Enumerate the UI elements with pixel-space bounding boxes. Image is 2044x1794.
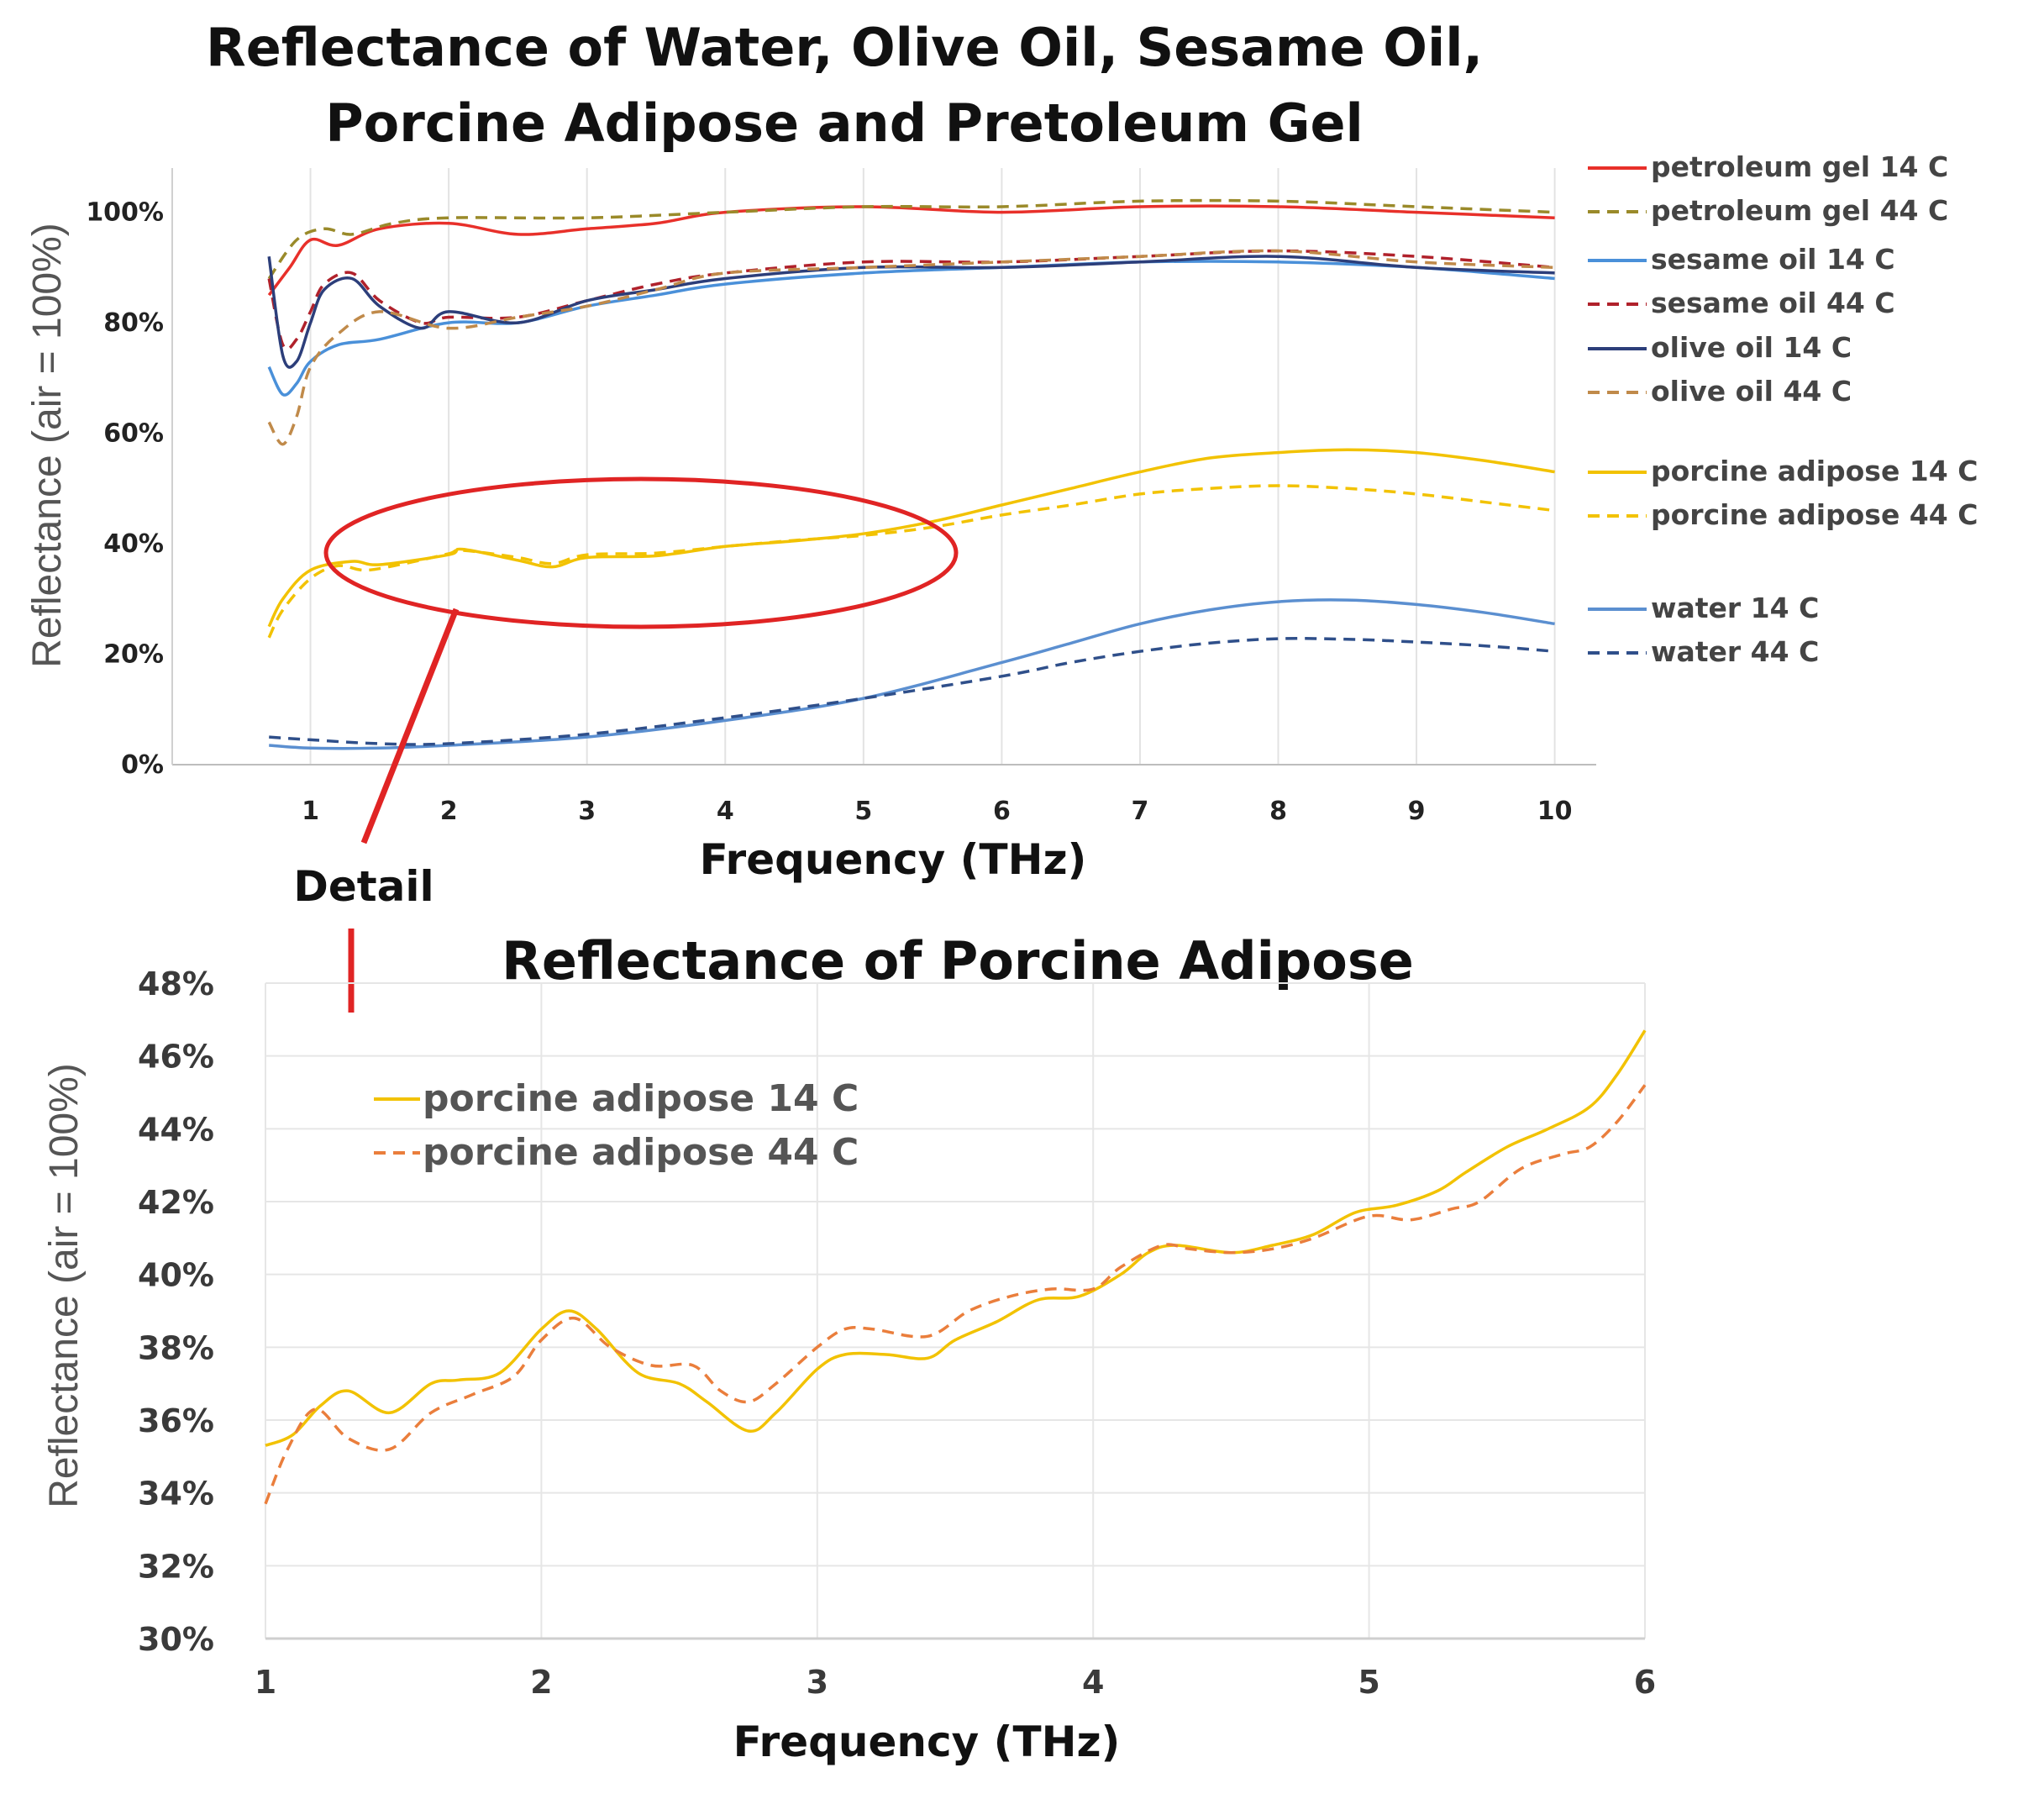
- series-line-petroleum-gel-44-c: [267, 198, 1555, 280]
- legend-label-water-44-c: water 44 C: [1651, 635, 1819, 668]
- top-chart-x-tick-label: 9: [1408, 797, 1426, 826]
- top-chart-x-tick-label: 4: [717, 797, 734, 826]
- bottom-chart-y-tick-label: 48%: [138, 965, 214, 1002]
- top-chart-y-tick-label: 40%: [103, 529, 164, 559]
- top-chart-legend: petroleum gel 14 C petroleum gel 44 C sesa…: [1588, 150, 1978, 668]
- legend-label-porcine-adipose-14-c: porcine adipose 14 C: [1651, 455, 1978, 487]
- series-line-sesame-oil-14-c: [267, 260, 1555, 397]
- top-chart-x-tick-label: 3: [578, 797, 596, 826]
- bottom-chart-y-tick-label: 34%: [138, 1476, 214, 1513]
- legend-label-porcine-adipose-44-c: porcine adipose 44 C: [1651, 498, 1978, 531]
- top-chart-x-tick-label: 10: [1537, 797, 1573, 826]
- top-chart-y-ticks: 0% 20% 40% 60% 80% 100%: [86, 198, 164, 780]
- bottom-chart-legend: porcine adipose 14 C porcine adipose 44 C: [374, 1077, 859, 1174]
- bottom-chart-x-tick-label: 2: [530, 1664, 552, 1701]
- legend-label-sesame-oil-14-c: sesame oil 14 C: [1651, 243, 1895, 276]
- bottom-chart-y-tick-label: 44%: [138, 1111, 214, 1148]
- detail-highlight-ellipse: [323, 476, 959, 629]
- bottom-chart-x-tick-label: 4: [1082, 1664, 1104, 1701]
- top-chart-title-line1: Reflectance of Water, Olive Oil, Sesame …: [206, 17, 1483, 78]
- series-line-water-44-c: [269, 637, 1555, 746]
- legend-label-water-14-c: water 14 C: [1651, 592, 1819, 624]
- top-chart-series: [267, 198, 1555, 750]
- bottom-chart-title: Reflectance of Porcine Adipose: [502, 930, 1414, 992]
- detail-label: Detail: [293, 862, 433, 911]
- bottom-chart-y-tick-label: 46%: [138, 1039, 214, 1076]
- top-chart-x-tick-label: 1: [302, 797, 319, 826]
- series-line-water-14-c: [269, 598, 1555, 750]
- top-chart-y-tick-label: 60%: [103, 419, 164, 449]
- top-chart-x-tick-label: 8: [1269, 797, 1287, 826]
- bottom-chart-y-tick-label: 32%: [138, 1548, 214, 1585]
- legend-label-petroleum-gel-14-c: petroleum gel 14 C: [1651, 150, 1948, 183]
- bottom-chart-y-tick-label: 42%: [138, 1184, 214, 1221]
- bottom-chart-x-tick-label: 3: [807, 1664, 828, 1701]
- top-chart-y-tick-label: 0%: [121, 750, 164, 780]
- legend-label-sesame-oil-44-c: sesame oil 44 C: [1651, 287, 1895, 319]
- legend-label-petroleum-gel-44-c: petroleum gel 44 C: [1651, 194, 1948, 227]
- bottom-chart-x-ticks: 1 2 3 4 5 6: [255, 1664, 1656, 1701]
- bottom-chart-series: [264, 1029, 1647, 1505]
- top-chart-x-tick-label: 6: [993, 797, 1011, 826]
- detail-series-line-porcine-adipose-14-c: [265, 1029, 1647, 1447]
- top-chart-y-axis-label: Reflectance (air = 100%): [25, 223, 70, 668]
- detail-pointer-line: [360, 608, 460, 844]
- legend-label-olive-oil-44-c: olive oil 44 C: [1651, 375, 1852, 408]
- bottom-chart-x-tick-label: 5: [1358, 1664, 1379, 1701]
- series-line-olive-oil-44-c: [267, 249, 1555, 446]
- top-chart-x-ticks: 1 2 3 4 5 6 7 8 9 10: [302, 797, 1572, 826]
- bottom-chart-y-tick-label: 40%: [138, 1257, 214, 1294]
- bottom-chart-gridlines: [265, 982, 1646, 1640]
- bottom-chart: Reflectance of Porcine Adipose 30% 32% 34%…: [42, 930, 1656, 1766]
- top-chart-x-axis-label: Frequency (THz): [700, 835, 1087, 884]
- top-chart-title-line2: Porcine Adipose and Pretoleum Gel: [325, 92, 1364, 154]
- top-chart-x-tick-label: 2: [440, 797, 458, 826]
- bottom-chart-y-axis-label: Reflectance (air = 100%): [42, 1063, 87, 1508]
- top-chart-y-tick-label: 80%: [103, 308, 164, 338]
- bottom-chart-y-tick-label: 38%: [138, 1329, 214, 1366]
- bottom-chart-y-tick-label: 36%: [138, 1402, 214, 1439]
- top-chart-x-tick-label: 7: [1132, 797, 1149, 826]
- series-line-petroleum-gel-14-c: [267, 204, 1555, 297]
- top-chart-y-tick-label: 20%: [103, 640, 164, 670]
- detail-series-line-porcine-adipose-44-c: [264, 1084, 1647, 1505]
- bottom-chart-y-tick-label: 30%: [138, 1621, 214, 1658]
- top-chart-y-tick-label: 100%: [86, 198, 164, 228]
- legend-label-olive-oil-14-c: olive oil 14 C: [1651, 331, 1852, 364]
- bottom-chart-y-ticks: 30% 32% 34% 36% 38% 40% 42% 44% 46% 48%: [138, 965, 214, 1658]
- bottom-chart-x-tick-label: 6: [1634, 1664, 1656, 1701]
- detail-annotation: Detail: [293, 476, 959, 1013]
- series-line-porcine-adipose-44-c: [267, 484, 1555, 639]
- bottom-chart-x-tick-label: 1: [255, 1664, 276, 1701]
- detail-legend-label-porcine-adipose-14-c: porcine adipose 14 C: [423, 1077, 859, 1120]
- series-line-olive-oil-14-c: [267, 255, 1555, 369]
- bottom-chart-x-axis-label: Frequency (THz): [733, 1718, 1121, 1766]
- top-chart-x-tick-label: 5: [854, 797, 872, 826]
- top-chart: Reflectance of Water, Olive Oil, Sesame …: [25, 17, 1978, 884]
- detail-legend-label-porcine-adipose-44-c: porcine adipose 44 C: [423, 1131, 859, 1174]
